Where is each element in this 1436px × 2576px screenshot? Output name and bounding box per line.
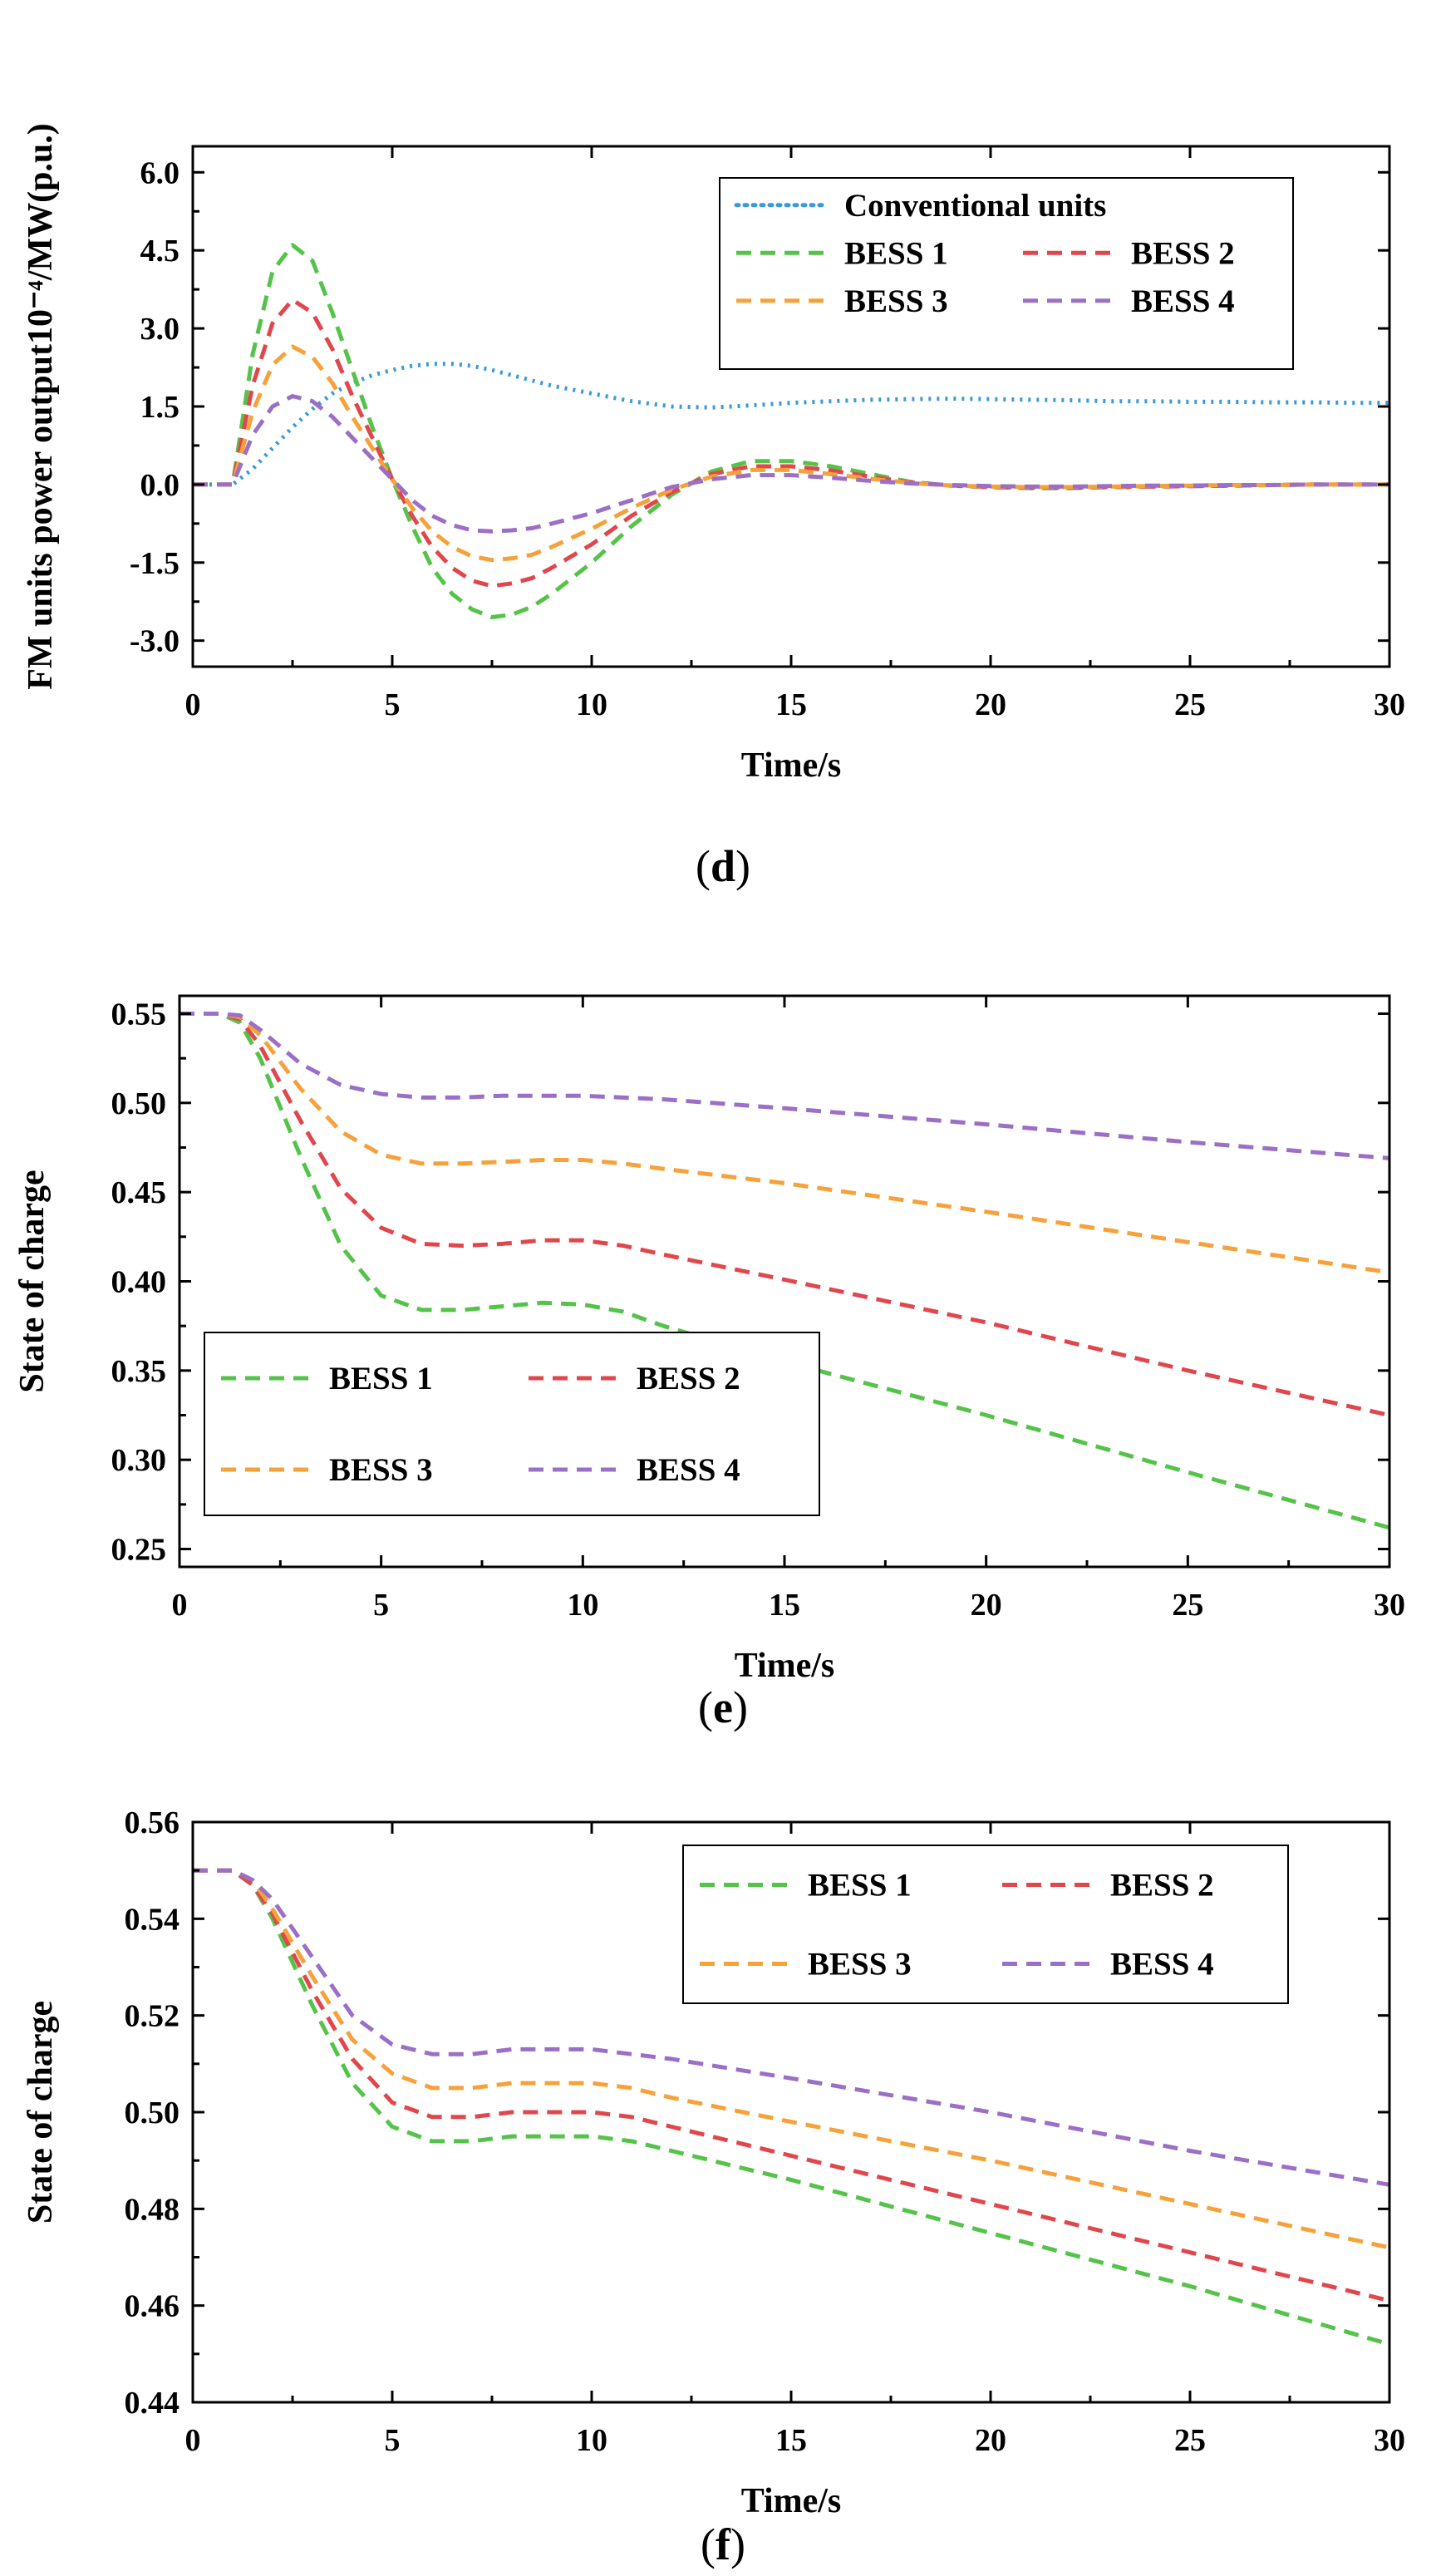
x-tick-label: 20 xyxy=(971,1588,1002,1623)
caption-letter: e xyxy=(713,1682,733,1732)
legend-label: BESS 3 xyxy=(329,1452,433,1488)
y-tick-label: 0.50 xyxy=(111,1086,167,1121)
y-tick-label: 0.35 xyxy=(111,1354,167,1389)
legend-label: Conventional units xyxy=(844,188,1106,224)
series-line-bess-3 xyxy=(193,344,1389,563)
series-line-bess-2 xyxy=(180,1012,1389,1417)
x-tick-label: 5 xyxy=(385,2423,401,2458)
legend-label: BESS 3 xyxy=(808,1947,912,1982)
legend-box xyxy=(682,1845,1289,2004)
legend-label: BESS 3 xyxy=(844,283,948,319)
x-tick-label: 20 xyxy=(975,687,1006,722)
x-tick-label: 15 xyxy=(769,1588,800,1623)
y-tick-label: 0.25 xyxy=(111,1533,167,1568)
legend-label: BESS 1 xyxy=(844,235,948,271)
y-tick-label: 0.30 xyxy=(111,1443,167,1478)
x-axis-title: Time/s xyxy=(741,2482,842,2520)
series-line-bess-1 xyxy=(193,243,1389,619)
figure-caption: (f) xyxy=(701,2519,745,2569)
legend-label: BESS 2 xyxy=(1110,1868,1214,1904)
y-tick-label: 0.44 xyxy=(125,2386,180,2421)
y-tick-label: 0.45 xyxy=(111,1175,167,1210)
x-tick-label: 5 xyxy=(385,687,401,722)
x-tick-label: 15 xyxy=(775,2423,807,2458)
y-tick-label: 0.50 xyxy=(125,2096,180,2130)
x-tick-label: 10 xyxy=(567,1588,598,1623)
y-tick-label: 0.40 xyxy=(111,1265,167,1300)
series-line-bess-2 xyxy=(193,298,1389,589)
x-tick-label: 5 xyxy=(373,1588,389,1623)
y-tick-label: 0.52 xyxy=(125,1999,180,2034)
y-axis-title: State of charge xyxy=(13,1170,52,1392)
y-axis-title: FM units power output10⁻⁴/MW(p.u.) xyxy=(22,123,60,690)
series-line-bess-4 xyxy=(193,1868,1389,2187)
legend-label: BESS 1 xyxy=(808,1868,912,1904)
y-tick-label: -1.5 xyxy=(130,546,180,581)
y-tick-label: 0.55 xyxy=(111,997,167,1032)
y-tick-label: -3.0 xyxy=(130,624,180,659)
x-tick-label: 0 xyxy=(185,687,201,722)
legend: Conventional units BESS 1 BESS 2 BESS 3 BESS… xyxy=(719,177,1294,370)
x-tick-label: 30 xyxy=(1374,687,1405,722)
x-axis-title: Time/s xyxy=(735,1647,835,1685)
x-tick-label: 25 xyxy=(1172,1588,1203,1623)
x-tick-label: 20 xyxy=(975,2423,1006,2458)
chart-panel-f: 0 5 10 15 20 25 30 0.44 0.46 0.48 0.50 0.52 0.54 0.56… xyxy=(22,1805,1405,2569)
y-tick-label: 6.0 xyxy=(140,155,180,190)
series-line-bess-4 xyxy=(193,394,1389,534)
y-tick-label: 1.5 xyxy=(140,390,180,425)
legend-label: BESS 4 xyxy=(1131,283,1235,319)
series-line-bess-1 xyxy=(193,1868,1389,2347)
figure-caption: (d) xyxy=(696,841,750,891)
y-axis-title: State of charge xyxy=(22,2001,60,2224)
chart-panel-e: 0 5 10 15 20 25 30 0.25 0.30 0.35 0.40 0.45 0.50 0.55… xyxy=(13,994,1405,1732)
legend-label: BESS 1 xyxy=(329,1361,433,1396)
y-tick-label: 4.5 xyxy=(140,234,180,268)
y-tick-label: 0.48 xyxy=(125,2192,180,2227)
y-tick-label: 3.0 xyxy=(140,312,180,347)
caption-letter: d xyxy=(711,841,735,891)
x-axis-title: Time/s xyxy=(741,746,842,785)
legend-label: BESS 2 xyxy=(1131,235,1235,271)
figure-caption: (e) xyxy=(698,1682,748,1732)
caption-letter: f xyxy=(716,2519,731,2569)
legend-label: BESS 4 xyxy=(637,1452,740,1488)
legend: BESS 1 BESS 2 BESS 3 BESS 4 xyxy=(204,1332,820,1516)
series-line-bess-3 xyxy=(180,1012,1389,1275)
x-tick-label: 15 xyxy=(775,687,807,722)
y-tick-label: 0.46 xyxy=(125,2289,180,2324)
legend-label: BESS 4 xyxy=(1110,1947,1214,1982)
x-tick-label: 10 xyxy=(576,2423,607,2458)
y-tick-label: 0.0 xyxy=(140,468,180,503)
legend: BESS 1 BESS 2 BESS 3 BESS 4 xyxy=(682,1845,1289,2004)
chart-panel-d: 0 5 10 15 20 25 30 -3.0 -1.5 0.0 1.5 3.0 4.5 6.0 Time/… xyxy=(22,123,1405,891)
legend-box xyxy=(719,177,1294,370)
x-tick-label: 25 xyxy=(1174,687,1206,722)
x-tick-label: 0 xyxy=(185,2423,201,2458)
series-group xyxy=(193,1868,1389,2347)
legend-label: BESS 2 xyxy=(637,1361,740,1396)
y-tick-label: 0.56 xyxy=(125,1805,180,1840)
x-tick-label: 30 xyxy=(1374,2423,1405,2458)
x-tick-label: 25 xyxy=(1174,2423,1206,2458)
y-tick-label: 0.54 xyxy=(125,1902,180,1937)
x-tick-label: 10 xyxy=(576,687,607,722)
x-tick-label: 30 xyxy=(1374,1588,1405,1623)
x-tick-label: 0 xyxy=(172,1588,188,1623)
series-group xyxy=(193,243,1389,619)
legend-box xyxy=(204,1332,820,1516)
series-line-bess-4 xyxy=(180,1012,1389,1160)
